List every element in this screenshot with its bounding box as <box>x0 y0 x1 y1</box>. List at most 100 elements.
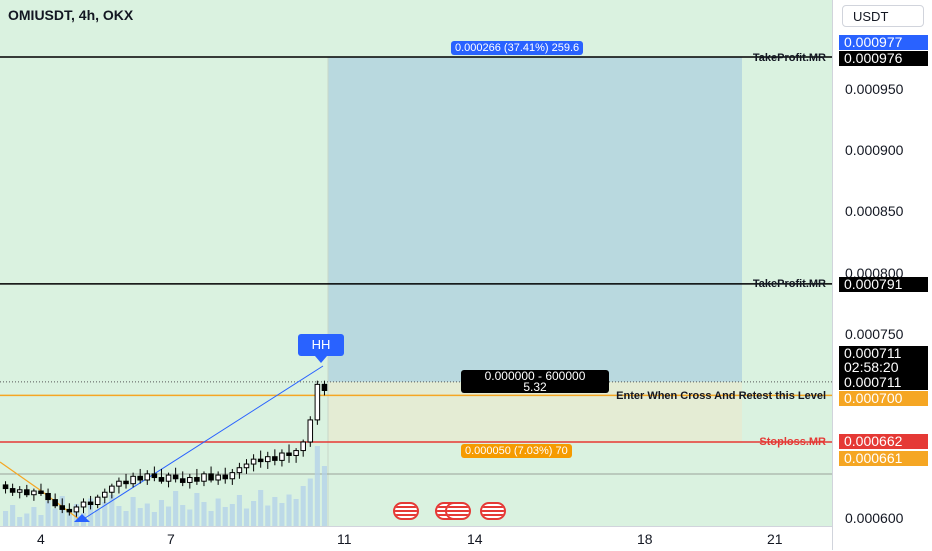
volume-bar <box>173 491 179 526</box>
volume-bar <box>158 500 164 526</box>
candle-body <box>236 467 243 474</box>
candle-body <box>52 499 58 507</box>
time-tick-label: 11 <box>337 531 352 547</box>
volume-bar <box>52 508 58 526</box>
candle-body <box>38 490 44 494</box>
last-price-tag: 0.000711 <box>839 346 928 361</box>
stoploss-label: Stoploss.MR <box>759 436 826 448</box>
candle-body <box>194 477 200 482</box>
volume-bar <box>123 511 129 526</box>
volume-bar <box>272 497 278 526</box>
currency-button[interactable]: USDT <box>842 5 924 27</box>
candle-body <box>243 463 250 469</box>
price-axis[interactable]: 0.000950 0.000900 0.000850 0.000800 0.000750… <box>832 0 932 550</box>
volume-bar <box>137 508 143 526</box>
profit-pill: 0.000266 (37.41%) 259.6 <box>451 41 584 55</box>
volume-bar <box>95 509 101 526</box>
us-flag-icon[interactable] <box>393 502 419 520</box>
volume-bar <box>17 517 23 526</box>
volume-bar <box>3 511 9 526</box>
volume-bar <box>166 506 172 526</box>
price-711-tag: 0.000711 <box>839 375 928 390</box>
range-box-line-2: 5.32 <box>523 380 547 394</box>
candle-body <box>187 477 193 483</box>
candle-body <box>31 490 37 496</box>
candle-body <box>158 477 165 482</box>
candle-body <box>24 489 30 496</box>
volume-bar <box>229 504 235 526</box>
trend-line <box>81 365 324 521</box>
volume-bar <box>180 505 186 526</box>
candle-body <box>215 474 221 481</box>
chart-plot-area[interactable]: OMIUSDT, 4h, OKX TakeProfit.MR TakeProfi… <box>0 0 832 526</box>
takeprofit-1-tag: 0.000976 <box>839 51 928 66</box>
volume-bar <box>144 503 150 526</box>
candle-body <box>87 501 94 506</box>
candle-body <box>16 489 23 493</box>
time-tick-label: 18 <box>637 531 653 547</box>
entry-tag: 0.000700 <box>839 391 928 406</box>
price-tick-label: 0.000800 <box>845 264 904 281</box>
candle-body <box>165 474 172 482</box>
time-axis[interactable]: 4 7 11 14 18 21 <box>0 526 832 551</box>
time-tick-label: 14 <box>467 531 483 547</box>
candle-body <box>151 473 158 479</box>
candle-body <box>109 485 115 493</box>
candle-body <box>137 475 143 481</box>
us-flag-icon[interactable] <box>445 502 471 520</box>
time-tick-label: 4 <box>37 531 45 547</box>
hh-badge-label: HH <box>311 337 331 352</box>
takeprofit-label: TakeProfit.MR <box>752 278 826 290</box>
candle-body <box>172 474 179 480</box>
time-tick-label: 7 <box>167 531 175 547</box>
price-tick-label: 0.000750 <box>845 326 904 343</box>
candle-body <box>201 473 207 482</box>
time-tick-label: 21 <box>767 531 783 547</box>
price-tick-label: 0.000850 <box>845 203 904 220</box>
volume-bar <box>321 466 327 526</box>
candle-body <box>101 491 108 498</box>
takeprofit-2-tag: 0.000791 <box>839 277 928 292</box>
volume-bar <box>236 495 242 526</box>
candle-body <box>229 472 236 480</box>
volume-bar <box>201 502 207 526</box>
candle-body <box>94 496 101 506</box>
volume-bar <box>307 478 313 526</box>
candle-body <box>123 480 129 485</box>
volume-bar <box>45 501 51 526</box>
hh-badge-pointer <box>315 356 327 363</box>
volume-bar <box>10 505 16 526</box>
candle-body <box>179 478 186 483</box>
candle-body <box>2 484 9 490</box>
stoploss-tag: 0.000662 <box>839 434 928 449</box>
volume-bar <box>300 486 306 526</box>
chart-title: OMIUSDT, 4h, OKX <box>8 7 134 23</box>
loss-pill: 0.000050 (7.03%) 70 <box>461 444 572 458</box>
candle-body <box>208 473 214 481</box>
chart-canvas[interactable] <box>0 0 832 526</box>
candle-body <box>300 441 306 452</box>
candle-body <box>279 452 285 461</box>
candle-body <box>130 475 136 485</box>
candle-body <box>144 473 151 481</box>
candle-body <box>264 456 271 463</box>
candle-body <box>272 456 278 461</box>
trend-anchor-icon <box>74 514 90 522</box>
volume-bar <box>102 502 108 526</box>
candle-body <box>66 508 73 513</box>
candle-body <box>59 505 66 510</box>
candle-body <box>73 506 80 513</box>
price-tick-label: 0.000950 <box>845 80 904 97</box>
candle-body <box>314 383 321 421</box>
volume-bar <box>222 507 228 526</box>
target-zone <box>328 57 742 382</box>
candle-body <box>116 480 122 487</box>
us-flag-icon[interactable] <box>480 502 506 520</box>
volume-bar <box>151 512 157 526</box>
takeprofit-label: TakeProfit.MR <box>752 52 826 64</box>
candle-body <box>80 501 87 508</box>
range-box-line-1: 0.000000 - 600000 <box>484 369 586 383</box>
hh-badge: HH <box>298 334 344 356</box>
volume-bar <box>88 498 94 526</box>
volume-bar <box>187 509 193 526</box>
